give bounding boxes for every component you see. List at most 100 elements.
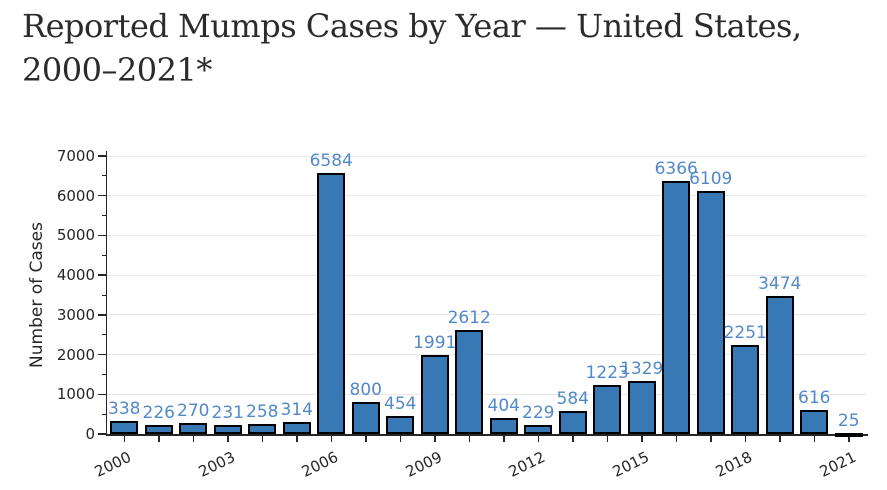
bar-2008[interactable]	[386, 415, 415, 434]
bar-2019[interactable]	[765, 296, 794, 434]
bar-value-2008: 454	[384, 393, 417, 414]
bar-2007[interactable]	[351, 402, 380, 434]
gridline	[107, 234, 866, 236]
bar-value-2010: 2612	[447, 308, 491, 329]
y-tick-label: 6000	[56, 186, 95, 205]
bar-value-2012: 229	[522, 402, 555, 423]
y-tick	[98, 433, 106, 435]
page-title-line-1: Reported Mumps Cases by Year — United St…	[22, 7, 802, 45]
x-tick	[744, 435, 746, 442]
bar-value-2020: 616	[798, 387, 831, 408]
y-minor-tick	[102, 334, 106, 336]
y-tick-label: 1000	[56, 385, 95, 404]
bar-2001[interactable]	[144, 425, 173, 434]
x-tick	[848, 435, 850, 442]
bar-value-2015: 1329	[620, 359, 664, 380]
bar-value-2018: 2251	[723, 322, 767, 343]
bar-value-2017: 6109	[689, 169, 733, 190]
bar-value-2009: 1991	[413, 332, 457, 353]
x-tick	[813, 435, 815, 442]
bar-2013[interactable]	[558, 410, 587, 434]
bar-value-2011: 404	[487, 395, 520, 416]
x-tick	[261, 435, 263, 442]
bar-2014[interactable]	[593, 385, 622, 434]
x-tick	[710, 435, 712, 442]
x-tick-label: 2006	[298, 447, 342, 481]
y-minor-tick	[102, 254, 106, 256]
y-tick-label: 2000	[56, 345, 95, 364]
y-minor-tick	[102, 175, 106, 177]
bar-value-2001: 226	[142, 403, 175, 424]
gridline	[107, 314, 866, 316]
y-tick-label: 0	[85, 425, 95, 443]
gridline	[107, 393, 866, 395]
x-tick-label: 2009	[402, 447, 445, 481]
x-tick	[641, 435, 643, 442]
bar-2021[interactable]	[834, 433, 863, 437]
x-tick	[503, 435, 505, 442]
bar-2017[interactable]	[696, 191, 725, 434]
x-tick	[675, 435, 677, 442]
bar-2010[interactable]	[455, 330, 484, 434]
bar-2000[interactable]	[110, 420, 139, 434]
y-tick-label: 3000	[56, 305, 95, 324]
y-minor-tick	[102, 294, 106, 296]
x-tick	[158, 435, 160, 442]
x-axis-line	[105, 434, 868, 436]
bar-2009[interactable]	[420, 354, 449, 434]
bar-value-2013: 584	[556, 388, 589, 409]
bar-value-2000: 338	[108, 398, 141, 419]
y-tick	[98, 314, 106, 316]
bar-value-2007: 800	[349, 380, 382, 401]
x-tick	[192, 435, 194, 442]
x-tick	[537, 435, 539, 442]
bar-value-2003: 231	[211, 402, 244, 423]
y-tick	[98, 194, 106, 197]
bar-value-2014: 1223	[585, 363, 629, 384]
page-title: Reported Mumps Cases by Year — United St…	[22, 4, 802, 92]
bar-2016[interactable]	[662, 181, 691, 434]
bar-2005[interactable]	[282, 421, 311, 434]
x-tick	[468, 435, 470, 442]
bar-value-2006: 6584	[309, 150, 353, 171]
bar-2004[interactable]	[248, 423, 277, 434]
x-tick-label: 2021	[816, 447, 859, 481]
y-tick	[98, 353, 106, 356]
bar-2020[interactable]	[800, 409, 829, 434]
gridline	[107, 354, 866, 356]
y-minor-tick	[102, 373, 106, 375]
bar-value-2004: 258	[246, 401, 279, 422]
y-tick-label: 5000	[56, 226, 95, 245]
x-tick-label: 2003	[195, 447, 238, 481]
bar-value-2019: 3474	[758, 274, 802, 295]
x-tick	[572, 435, 574, 442]
x-tick	[606, 435, 608, 442]
x-tick	[296, 435, 298, 442]
y-tick	[98, 274, 106, 276]
x-tick-label: 2000	[91, 447, 135, 481]
y-tick	[98, 393, 106, 396]
bar-value-2005: 314	[280, 399, 313, 420]
x-tick	[330, 435, 332, 442]
bar-2002[interactable]	[179, 423, 208, 434]
bar-2006[interactable]	[317, 172, 346, 434]
y-tick-label: 4000	[56, 266, 95, 285]
bar-value-2016: 6366	[654, 159, 698, 180]
bar-2011[interactable]	[489, 417, 518, 434]
y-tick-label: 7000	[56, 147, 95, 165]
bar-value-2002: 270	[177, 401, 210, 422]
x-tick	[365, 435, 367, 442]
x-tick-label: 2018	[712, 447, 756, 481]
bar-2003[interactable]	[213, 424, 242, 434]
bar-2018[interactable]	[731, 344, 760, 434]
x-tick	[434, 435, 436, 442]
y-tick	[98, 155, 106, 157]
gridline	[107, 195, 866, 197]
bar-2015[interactable]	[627, 381, 656, 434]
x-tick	[123, 435, 125, 442]
x-tick-label: 2012	[505, 447, 549, 481]
bar-2012[interactable]	[524, 424, 553, 434]
gridline	[107, 155, 866, 157]
